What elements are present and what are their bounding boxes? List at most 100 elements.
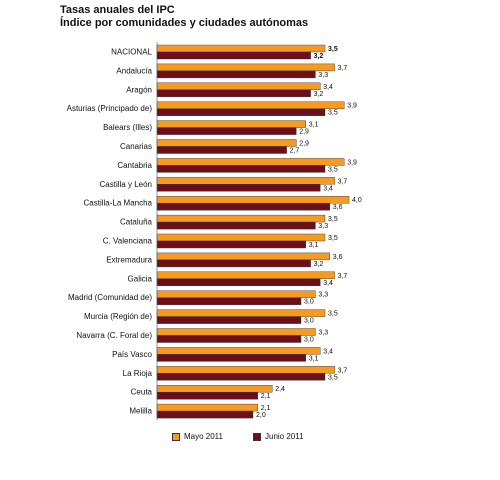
chart-legend: Mayo 2011 Junio 2011 <box>172 432 304 441</box>
category-label: Melilla <box>129 407 152 416</box>
bar-junio <box>156 335 302 343</box>
legend-swatch-junio <box>253 432 261 441</box>
bar-junio <box>156 202 331 211</box>
category-label: Cataluña <box>120 218 153 227</box>
value-label: 3,7 <box>338 367 348 374</box>
value-label: 2,7 <box>290 148 300 155</box>
bar-junio <box>156 259 311 268</box>
category-label: Balears (Illes) <box>103 123 152 132</box>
category-label: Navarra (C. Foral de) <box>76 331 152 340</box>
category-label: La Rioja <box>123 369 153 378</box>
value-label: 3,3 <box>318 223 328 230</box>
bar-junio <box>156 373 326 381</box>
category-label: Castilla-La Mancha <box>84 199 153 208</box>
bar-mayo <box>156 120 307 128</box>
value-label: 3,0 <box>304 337 314 344</box>
bar-mayo <box>156 403 259 412</box>
category-label: Canarias <box>120 142 152 151</box>
value-label: 2,4 <box>275 386 285 393</box>
bar-mayo <box>156 139 297 147</box>
value-label: 3,9 <box>347 159 357 166</box>
category-label: País Vasco <box>112 350 152 359</box>
bar-junio <box>156 51 311 60</box>
category-label: Madrid (Comunidad de) <box>68 293 152 302</box>
value-label: 3,3 <box>318 330 328 337</box>
value-label: 3,5 <box>328 374 338 381</box>
bar-mayo <box>156 195 350 204</box>
legend-swatch-mayo <box>172 432 180 441</box>
value-label: 2,1 <box>261 393 271 400</box>
value-label: 2,9 <box>299 129 309 136</box>
value-label: 3,1 <box>309 242 319 249</box>
category-label: Castilla y León <box>100 180 152 189</box>
value-label: 3,2 <box>314 53 324 60</box>
bar-mayo <box>156 271 335 279</box>
value-label: 3,2 <box>314 91 324 98</box>
chart-title: Tasas anuales del IPC <box>60 4 175 16</box>
legend-item-mayo: Mayo 2011 <box>172 432 223 441</box>
bar-mayo <box>156 385 273 393</box>
category-label: Andalucía <box>116 66 152 75</box>
bar-junio <box>156 354 307 362</box>
bar-junio <box>156 278 321 286</box>
value-label: 3,3 <box>318 292 328 299</box>
bar-mayo <box>156 44 326 53</box>
value-label: 3,2 <box>314 261 324 268</box>
value-label: 3,3 <box>318 72 328 79</box>
category-label: C. Valenciana <box>103 237 153 246</box>
bar-mayo <box>156 252 331 261</box>
value-label: 3,6 <box>333 254 343 261</box>
bar-mayo <box>156 158 345 166</box>
bar-junio <box>156 221 316 230</box>
bar-junio <box>156 70 316 79</box>
value-label: 3,7 <box>338 178 348 185</box>
value-label: 3,0 <box>304 299 314 306</box>
category-label: Aragón <box>126 85 152 94</box>
legend-item-junio: Junio 2011 <box>253 432 304 441</box>
bar-junio <box>156 316 302 324</box>
bar-junio <box>156 240 307 249</box>
value-label: 3,0 <box>304 318 314 325</box>
bar-junio <box>156 108 326 116</box>
category-label: NACIONAL <box>111 48 152 57</box>
bar-junio <box>156 89 311 98</box>
value-label: 3,5 <box>328 216 338 223</box>
bar-mayo <box>156 347 321 355</box>
category-label: Murcia (Región de) <box>84 312 152 321</box>
bar-mayo <box>156 214 326 223</box>
category-label: Extremadura <box>106 255 152 264</box>
value-label: 3,4 <box>323 280 333 287</box>
value-label: 3,4 <box>323 348 333 355</box>
value-label: 2,1 <box>261 405 271 412</box>
category-label: Galicia <box>128 274 153 283</box>
value-label: 3,5 <box>328 46 338 53</box>
value-label: 3,1 <box>309 355 319 362</box>
bar-junio <box>156 146 287 154</box>
bar-junio <box>156 184 321 192</box>
value-label: 3,1 <box>309 122 319 129</box>
legend-label-mayo: Mayo 2011 <box>184 432 223 441</box>
chart-subtitle: Índice por comunidades y ciudades autóno… <box>60 17 309 29</box>
category-label: Cantabria <box>117 161 152 170</box>
value-label: 3,4 <box>323 84 333 91</box>
bar-mayo <box>156 328 316 336</box>
category-label: Ceuta <box>131 388 153 397</box>
legend-label-junio: Junio 2011 <box>265 432 304 441</box>
value-label: 3,5 <box>328 235 338 242</box>
bar-mayo <box>156 63 335 72</box>
value-label: 2,9 <box>299 141 309 148</box>
value-label: 3,6 <box>333 204 343 211</box>
bar-junio <box>156 127 297 135</box>
value-label: 3,9 <box>347 103 357 110</box>
bar-junio <box>156 392 259 400</box>
bar-mayo <box>156 101 345 109</box>
category-label: Asturias (Principado de) <box>67 104 153 113</box>
bar-mayo <box>156 366 335 374</box>
bar-mayo <box>156 290 316 298</box>
bar-mayo <box>156 177 335 185</box>
bar-mayo <box>156 82 321 91</box>
value-label: 3,7 <box>338 273 348 280</box>
value-label: 3,5 <box>328 166 338 173</box>
chart-titles: Tasas anuales del IPC Índice por comunid… <box>60 4 308 30</box>
